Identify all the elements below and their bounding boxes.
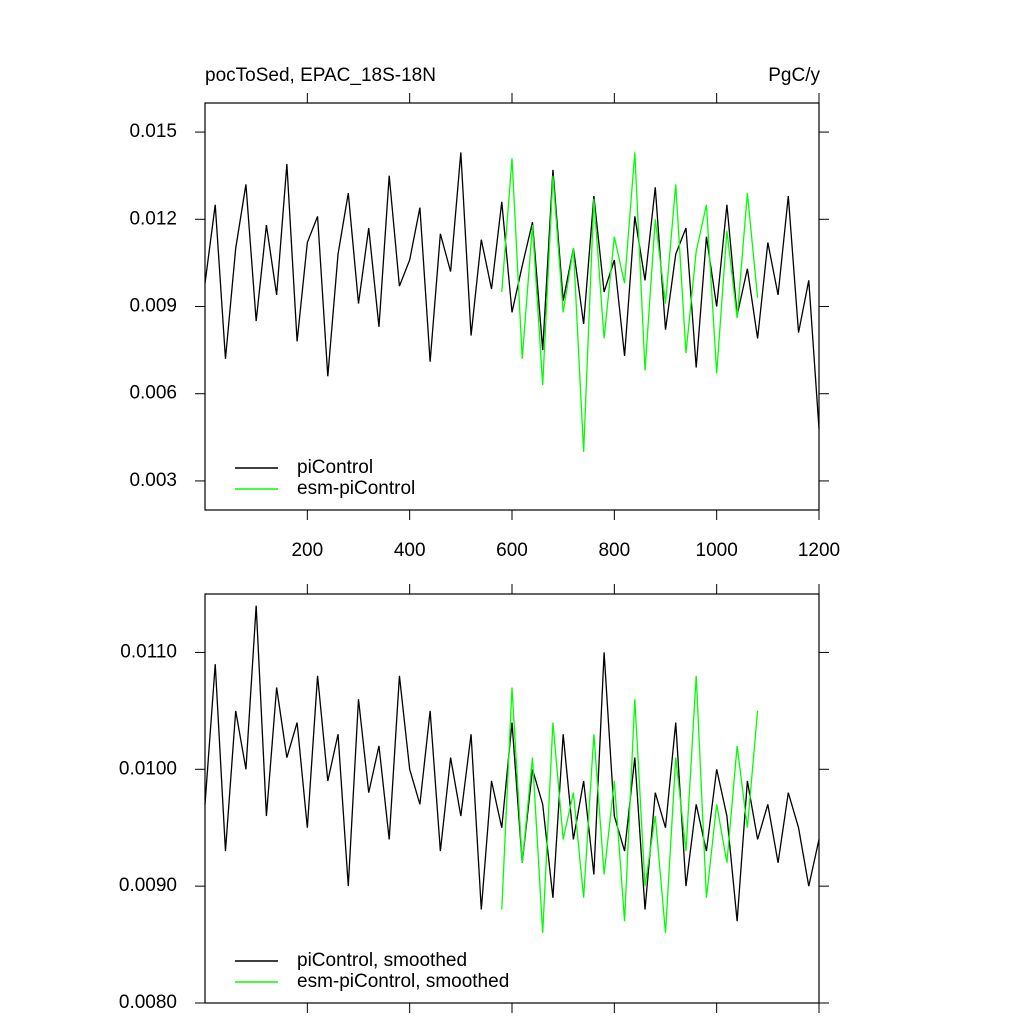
y-tick-label: 0.015 (129, 121, 177, 142)
series-line (501, 152, 759, 452)
series-line (501, 675, 759, 933)
y-tick-label: 0.0110 (120, 641, 177, 662)
y-tick-label: 0.003 (129, 470, 177, 491)
x-tick-label: 200 (291, 540, 323, 561)
y-tick-label: 0.009 (129, 296, 177, 317)
y-tick-label: 0.012 (129, 208, 177, 229)
plot-frame (204, 593, 820, 1004)
y-tick-label: 0.0090 (119, 875, 177, 896)
chart-title: pocToSed, EPAC_18S-18N (205, 65, 436, 86)
x-tick-label: 800 (598, 540, 630, 561)
y-tick-label: 0.006 (129, 383, 177, 404)
legend-label: piControl (297, 457, 373, 478)
y-tick-label: 0.0080 (119, 992, 177, 1013)
legend-label: esm-piControl (297, 478, 415, 499)
series-line (204, 152, 820, 429)
legend-label: piControl, smoothed (297, 950, 467, 971)
legend-label: esm-piControl, smoothed (297, 971, 509, 992)
x-tick-label: 600 (496, 540, 528, 561)
series-line (204, 605, 820, 922)
units-label: PgC/y (768, 65, 820, 86)
x-tick-label: 1200 (798, 540, 840, 561)
y-tick-label: 0.0100 (119, 758, 177, 779)
x-tick-label: 1000 (696, 540, 738, 561)
x-tick-label: 400 (394, 540, 426, 561)
